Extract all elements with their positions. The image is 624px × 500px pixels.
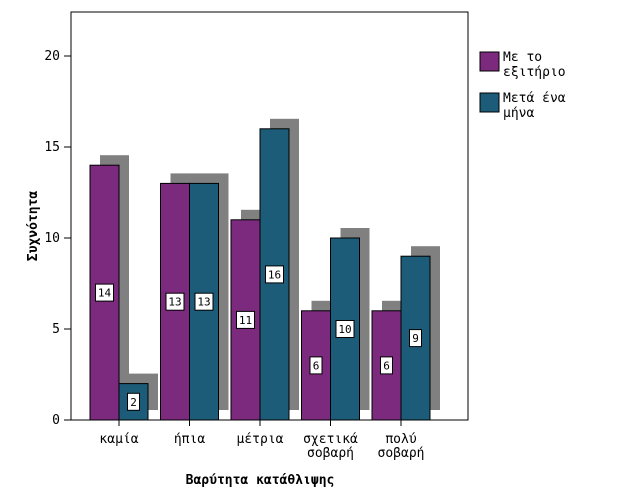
y-tick-label: 5	[52, 322, 60, 337]
legend-label: Με το εξιτήριο	[503, 50, 566, 80]
x-axis-title: Βαρύτητα κατάθλιψης	[186, 473, 335, 488]
data-label-box	[265, 265, 284, 284]
data-label-box	[409, 329, 422, 348]
x-tick-label: καμία	[99, 432, 138, 447]
data-label-box	[194, 292, 214, 311]
data-label: 14	[98, 287, 112, 300]
x-tick-label: ήπια	[174, 432, 205, 447]
data-label: 13	[168, 296, 181, 309]
data-label-box	[380, 356, 393, 375]
data-label: 6	[313, 359, 320, 372]
legend: Με το εξιτήριο Μετά ένα μήνα	[479, 50, 566, 121]
data-label-box	[95, 283, 114, 302]
plot-frame	[70, 11, 469, 421]
y-tick-label: 0	[52, 413, 60, 428]
y-tick-label: 15	[44, 140, 60, 155]
x-axis: καμία ήπια μέτρια σχετικά σοβαρή πολύ σοβαρή	[99, 420, 424, 461]
bar	[400, 255, 431, 421]
data-label: 16	[268, 268, 281, 281]
data-labels: 14 2 13 13 11 16 6 10 6 9	[95, 265, 422, 411]
x-tick-label: μέτρια	[237, 432, 284, 447]
y-axis-title: Συχνότητα	[26, 191, 41, 262]
y-axis: 0 5 10 15 20	[44, 49, 71, 428]
x-tick-label: πολύ σοβαρή	[378, 432, 425, 461]
data-label-box	[236, 310, 255, 329]
bars	[89, 128, 431, 421]
data-label-box	[335, 320, 355, 338]
y-tick-label: 20	[44, 49, 60, 64]
data-label: 13	[197, 296, 210, 309]
data-label: 6	[383, 359, 390, 372]
data-label: 9	[412, 332, 419, 345]
data-label: 10	[338, 323, 351, 336]
data-label-box	[309, 356, 323, 375]
data-label: 2	[130, 396, 137, 409]
legend-swatch	[479, 51, 500, 72]
data-label-box	[127, 392, 140, 411]
x-tick-label: σχετικά σοβαρή	[303, 432, 358, 461]
bar	[230, 219, 261, 421]
legend-label: Μετά ένα μήνα	[503, 91, 566, 121]
data-label-box	[165, 292, 185, 311]
data-label: 11	[239, 314, 252, 327]
y-tick-label: 10	[44, 231, 60, 246]
legend-swatch	[479, 92, 500, 113]
